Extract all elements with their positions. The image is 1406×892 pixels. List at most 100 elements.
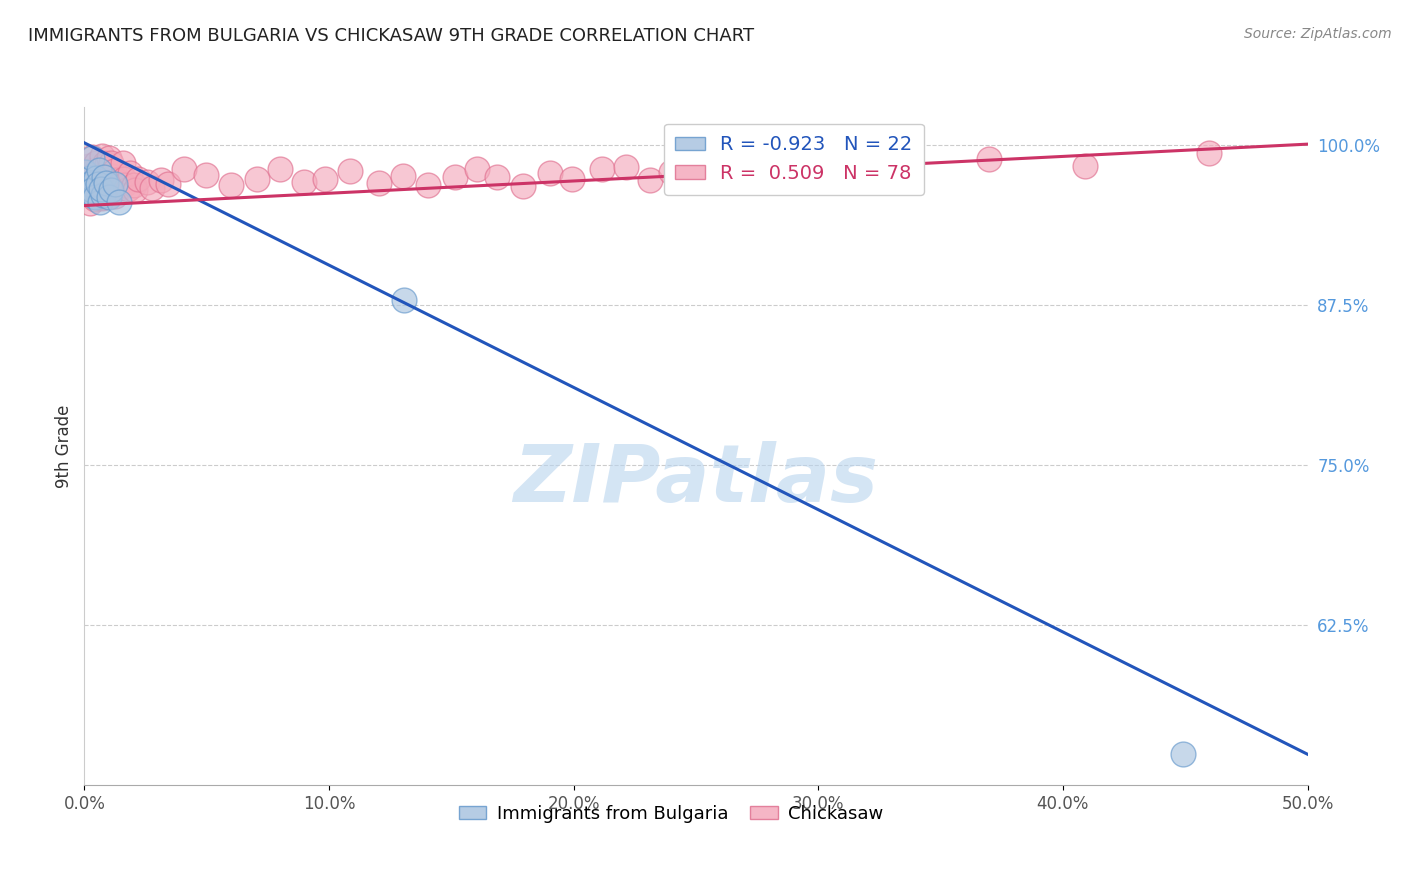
Point xyxy=(108,181,131,195)
Point xyxy=(465,162,488,177)
Point xyxy=(87,169,110,184)
Point xyxy=(75,165,97,179)
Point xyxy=(118,166,141,180)
Point xyxy=(73,171,96,186)
Point xyxy=(77,184,100,198)
Point xyxy=(79,177,101,191)
Point xyxy=(195,168,218,182)
Point xyxy=(82,168,104,182)
Point xyxy=(512,178,534,193)
Point xyxy=(104,189,127,203)
Point xyxy=(391,169,413,183)
Point xyxy=(83,188,105,202)
Point xyxy=(79,171,101,186)
Point xyxy=(91,172,114,186)
Point xyxy=(124,183,146,197)
Point xyxy=(659,164,682,178)
Point xyxy=(87,190,110,204)
Point xyxy=(1171,747,1194,762)
Point xyxy=(84,170,107,185)
Point xyxy=(87,163,110,178)
Point xyxy=(112,178,135,193)
Point xyxy=(731,166,754,180)
Point xyxy=(246,172,269,186)
Point xyxy=(83,190,105,204)
Point xyxy=(91,191,114,205)
Point xyxy=(688,160,710,174)
Point xyxy=(86,188,108,202)
Point xyxy=(117,182,139,196)
Point xyxy=(110,176,132,190)
Point xyxy=(418,178,440,193)
Point xyxy=(93,190,115,204)
Point xyxy=(98,151,121,165)
Point xyxy=(538,166,561,180)
Point xyxy=(103,164,125,178)
Point xyxy=(1074,160,1097,174)
Point xyxy=(83,162,105,177)
Point xyxy=(90,182,112,196)
Point xyxy=(98,162,121,177)
Point xyxy=(392,293,415,307)
Point xyxy=(638,173,661,187)
Point xyxy=(101,183,124,197)
Point xyxy=(86,178,108,192)
Point xyxy=(100,183,122,197)
Point xyxy=(104,177,127,191)
Text: IMMIGRANTS FROM BULGARIA VS CHICKASAW 9TH GRADE CORRELATION CHART: IMMIGRANTS FROM BULGARIA VS CHICKASAW 9T… xyxy=(28,27,754,45)
Point xyxy=(314,172,336,186)
Point xyxy=(561,171,583,186)
Point xyxy=(443,169,465,184)
Point xyxy=(141,181,163,195)
Point xyxy=(136,175,159,189)
Point xyxy=(368,176,391,190)
Point xyxy=(77,178,100,193)
Point xyxy=(79,196,101,211)
Point xyxy=(292,175,315,189)
Point xyxy=(108,194,131,209)
Point xyxy=(173,162,195,177)
Legend: Immigrants from Bulgaria, Chickasaw: Immigrants from Bulgaria, Chickasaw xyxy=(453,797,891,830)
Point xyxy=(485,170,508,185)
Point xyxy=(80,164,103,178)
Point xyxy=(269,162,291,177)
Point xyxy=(80,151,103,165)
Y-axis label: 9th Grade: 9th Grade xyxy=(55,404,73,488)
Point xyxy=(93,156,115,170)
Point xyxy=(831,151,853,165)
Point xyxy=(124,178,146,193)
Point xyxy=(80,183,103,197)
Point xyxy=(100,169,122,184)
Point xyxy=(77,159,100,173)
Point xyxy=(84,175,107,189)
Point xyxy=(89,194,111,209)
Point xyxy=(84,156,107,170)
Point xyxy=(96,157,118,171)
Point xyxy=(98,186,121,200)
Point xyxy=(149,173,172,187)
Point xyxy=(77,183,100,197)
Point xyxy=(882,156,904,170)
Point xyxy=(112,156,135,170)
Point xyxy=(93,184,115,198)
Point xyxy=(614,160,637,174)
Point xyxy=(84,192,107,206)
Point xyxy=(782,160,804,174)
Point xyxy=(80,169,103,183)
Point xyxy=(156,177,179,191)
Text: ZIPatlas: ZIPatlas xyxy=(513,441,879,519)
Point xyxy=(979,152,1001,166)
Point xyxy=(112,172,135,186)
Point xyxy=(87,178,110,192)
Point xyxy=(98,190,121,204)
Point xyxy=(91,188,114,202)
Point xyxy=(82,190,104,204)
Point xyxy=(1198,145,1220,160)
Point xyxy=(339,164,361,178)
Point xyxy=(93,170,115,185)
Point xyxy=(219,178,242,192)
Point xyxy=(127,172,149,186)
Text: Source: ZipAtlas.com: Source: ZipAtlas.com xyxy=(1244,27,1392,41)
Point xyxy=(98,188,121,202)
Point xyxy=(80,150,103,164)
